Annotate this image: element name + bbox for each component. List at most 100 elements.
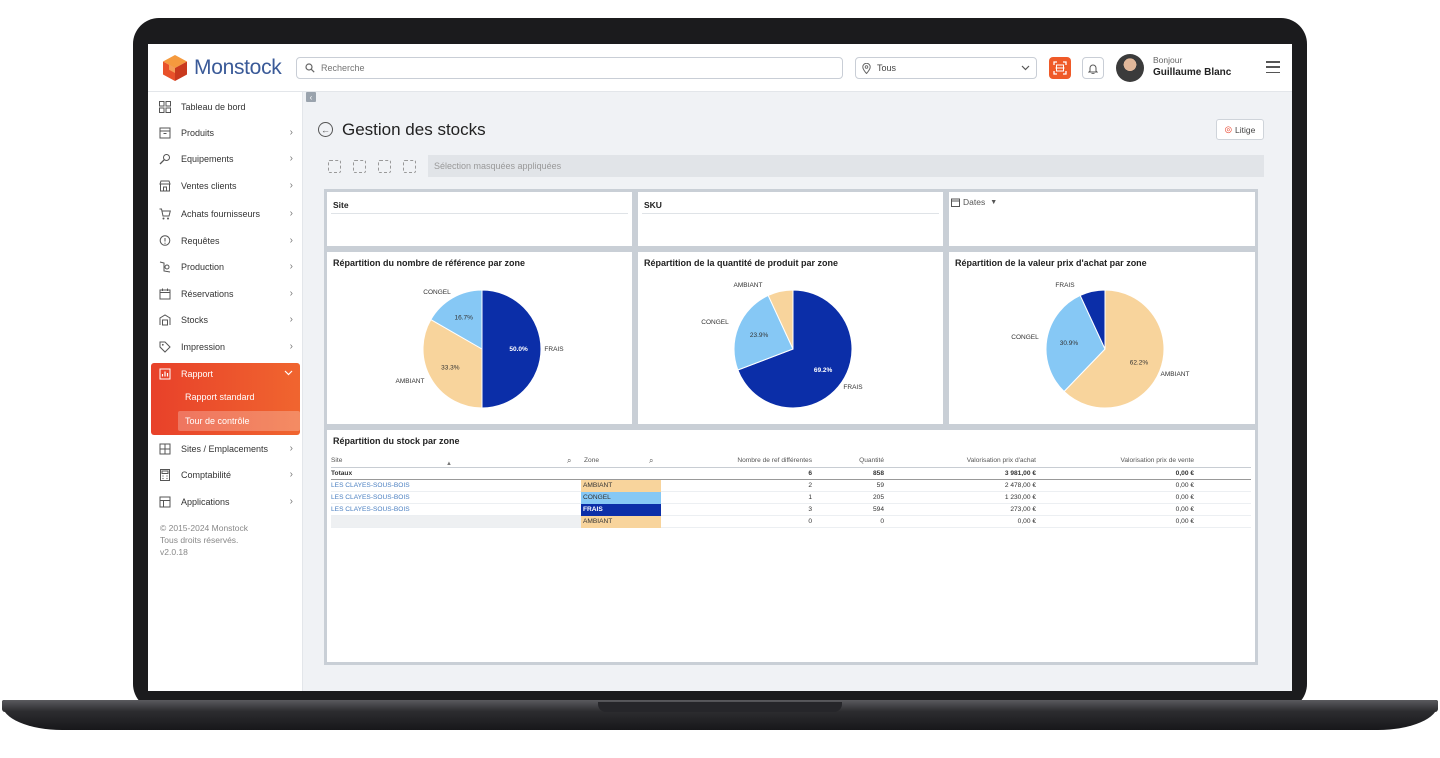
pie-slice-congel[interactable] xyxy=(733,294,794,371)
pie-slice-frais[interactable] xyxy=(1079,289,1106,350)
site-filter-header: Site xyxy=(331,196,628,214)
pie-slice-frais[interactable] xyxy=(481,289,542,409)
table-row[interactable]: LES CLAYES-SOUS-BOIS FRAIS 3 594 273,00 € 0,0… xyxy=(331,504,1251,516)
copyright-line: © 2015-2024 Monstock xyxy=(160,523,249,533)
litige-label: Litige xyxy=(1235,124,1256,135)
column-header-refs[interactable]: Nombre de ref différentes xyxy=(737,457,812,464)
user-info[interactable]: Bonjour Guillaume Blanc xyxy=(1153,55,1231,78)
top-header: Monstock Tous Bonjour Guillaume Blanc xyxy=(148,44,1292,92)
table-row[interactable]: LES CLAYES-SOUS-BOIS CONGEL 1 205 1 230,00 €… xyxy=(331,492,1251,504)
site-filter-panel[interactable]: Site xyxy=(327,192,632,246)
sku-filter-panel[interactable]: SKU xyxy=(638,192,943,246)
sidebar-group-rapport: Rapport Rapport standard Tour de contrôl… xyxy=(151,363,300,435)
select-back-icon[interactable] xyxy=(353,159,366,173)
dates-dropdown[interactable]: Dates ▼ xyxy=(951,197,997,207)
cell-site[interactable]: LES CLAYES-SOUS-BOIS xyxy=(331,482,410,489)
pie-slice-frais[interactable] xyxy=(737,289,853,409)
column-header-buy[interactable]: Valorisation prix d'achat xyxy=(966,457,1036,464)
selection-toolbar: Sélection masquées appliquées xyxy=(322,155,1264,177)
sidebar-item-tableau-de-bord[interactable]: Tableau de bord xyxy=(148,95,303,119)
column-header-sell[interactable]: Valorisation prix de vente xyxy=(1120,457,1194,464)
chevron-right-icon: › xyxy=(289,469,293,480)
pie-value-label: 62.2% xyxy=(1130,360,1149,367)
cell-site[interactable]: LES CLAYES-SOUS-BOIS xyxy=(331,494,410,501)
logo-text: Monstock xyxy=(194,56,282,79)
site-select[interactable]: Tous xyxy=(855,57,1037,79)
pie-slice-ambiant[interactable] xyxy=(767,289,794,350)
totals-refs: 6 xyxy=(808,470,812,477)
scan-button[interactable] xyxy=(1049,57,1071,79)
collapse-sidebar-icon[interactable]: ‹ xyxy=(306,92,316,102)
menu-icon[interactable] xyxy=(1266,61,1280,73)
sidebar: Tableau de bord Produits › Equipements ›… xyxy=(148,92,303,691)
sidebar-item-produits[interactable]: Produits › xyxy=(148,121,303,145)
cell-sell: 0,00 € xyxy=(1175,506,1194,513)
stock-table: Site ⌕ ▲ Zone ⌕ Nombre de ref différente… xyxy=(331,454,1251,528)
column-header-zone[interactable]: Zone xyxy=(584,457,600,464)
pie-chart-references[interactable]: 50.0% FRAIS 33.3% AMBIANT 16.7% CONGEL xyxy=(327,252,632,424)
totals-label: Totaux xyxy=(331,470,353,477)
chart-title: Répartition du nombre de référence par z… xyxy=(333,258,526,268)
pie-slice-congel[interactable] xyxy=(430,289,483,350)
pie-value-label: 50.0% xyxy=(509,346,528,353)
back-arrow-icon[interactable]: ← xyxy=(318,122,333,137)
sidebar-item-applications[interactable]: Applications › xyxy=(148,490,303,514)
sidebar-item-requetes[interactable]: Requêtes › xyxy=(148,229,303,253)
column-header-qty[interactable]: Quantité xyxy=(859,457,884,464)
avatar[interactable] xyxy=(1116,54,1144,82)
sidebar-item-ventes-clients[interactable]: Ventes clients › xyxy=(148,174,303,198)
dates-filter-panel[interactable]: Dates ▼ xyxy=(949,192,1255,246)
notifications-button[interactable] xyxy=(1082,57,1104,79)
sidebar-item-comptabilite[interactable]: Comptabilité › xyxy=(148,463,303,487)
apps-icon xyxy=(158,496,171,509)
pie-value-label: 69.2% xyxy=(814,367,833,374)
sidebar-item-sites-emplacements[interactable]: Sites / Emplacements › xyxy=(148,437,303,461)
search-box[interactable] xyxy=(296,57,843,79)
pie-slice-congel[interactable] xyxy=(1045,294,1106,393)
cell-buy: 0,00 € xyxy=(1017,518,1036,525)
sidebar-item-label: Tableau de bord xyxy=(181,102,246,112)
pie-value-label: 33.3% xyxy=(441,364,460,371)
sidebar-item-production[interactable]: Production › xyxy=(148,255,303,279)
sidebar-item-label: Production xyxy=(181,262,225,272)
caret-down-icon: ▼ xyxy=(990,198,998,206)
chart-title: Répartition de la valeur prix d'achat pa… xyxy=(955,258,1147,268)
logo[interactable]: Monstock xyxy=(160,51,290,85)
search-input[interactable] xyxy=(321,63,801,73)
pie-slice-ambiant[interactable] xyxy=(1063,289,1165,409)
select-forward-icon[interactable] xyxy=(378,159,391,173)
sort-asc-icon[interactable]: ▲ xyxy=(446,461,452,467)
cell-refs: 2 xyxy=(808,482,812,489)
sidebar-item-equipements[interactable]: Equipements › xyxy=(148,147,303,171)
litige-button[interactable]: ◎ Litige xyxy=(1216,119,1264,140)
sidebar-subitem-tour-de-controle[interactable]: Tour de contrôle xyxy=(178,411,300,431)
pie-slice-ambiant[interactable] xyxy=(422,318,483,409)
table-row[interactable]: LES CLAYES-SOUS-BOIS AMBIANT 2 59 2 478,00 €… xyxy=(331,480,1251,492)
sidebar-item-stocks[interactable]: Stocks › xyxy=(148,308,303,332)
page-title: Gestion des stocks xyxy=(342,120,486,139)
clear-selection-icon[interactable] xyxy=(403,159,416,173)
sidebar-subitem-rapport-standard[interactable]: Rapport standard xyxy=(185,392,255,402)
sidebar-item-impression[interactable]: Impression › xyxy=(148,335,303,359)
pie-chart-quantite[interactable]: 69.2% FRAIS 23.9% CONGEL AMBIANT xyxy=(638,252,943,424)
column-header-site[interactable]: Site xyxy=(331,457,343,464)
select-zoom-icon[interactable] xyxy=(328,159,341,173)
sidebar-item-achats-fournisseurs[interactable]: Achats fournisseurs › xyxy=(148,202,303,226)
table-row[interactable]: AMBIANT 0 0 0,00 € 0,00 € xyxy=(331,516,1251,528)
search-icon[interactable]: ⌕ xyxy=(649,456,654,465)
calendar-icon xyxy=(951,198,960,207)
sidebar-item-rapport[interactable]: Rapport xyxy=(148,362,303,386)
cell-site[interactable] xyxy=(331,516,576,528)
copyright: © 2015-2024 Monstock Tous droits réservé… xyxy=(160,522,248,558)
totals-qty: 858 xyxy=(872,470,884,477)
cell-site[interactable]: LES CLAYES-SOUS-BOIS xyxy=(331,506,410,513)
sidebar-item-label: Comptabilité xyxy=(181,470,232,480)
pie-panel-quantite: Répartition de la quantité de produit pa… xyxy=(638,252,943,424)
chevron-down-icon xyxy=(1021,65,1030,71)
cell-qty: 205 xyxy=(872,494,884,501)
search-icon[interactable]: ⌕ xyxy=(567,456,572,465)
sidebar-item-reservations[interactable]: Réservations › xyxy=(148,282,303,306)
cell-refs: 0 xyxy=(808,518,812,525)
pie-chart-valeur[interactable]: 62.2% AMBIANT 30.9% CONGEL FRAIS xyxy=(949,252,1255,424)
sidebar-item-label: Applications xyxy=(181,497,230,507)
